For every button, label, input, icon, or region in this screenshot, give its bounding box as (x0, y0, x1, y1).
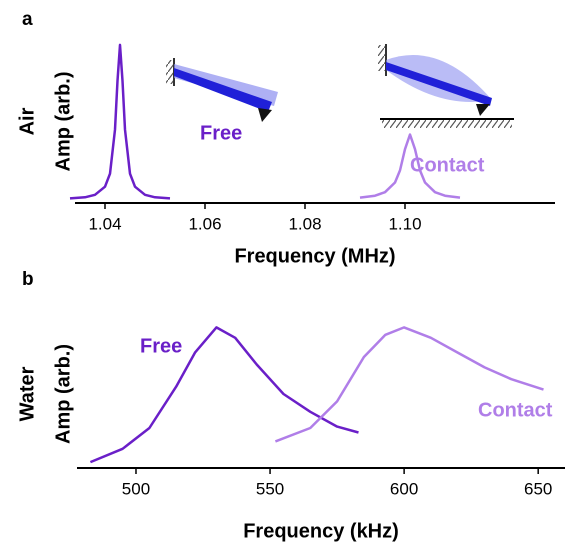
series-label: Free (140, 335, 182, 357)
series-line (359, 133, 461, 199)
series-line (69, 43, 171, 200)
y-axis-label: Air (16, 107, 38, 135)
x-tick-label: 500 (122, 479, 150, 498)
y-axis-label: Water (16, 366, 38, 421)
x-tick-label: 600 (390, 479, 418, 498)
x-axis-label: Frequency (MHz) (234, 245, 395, 267)
series-line (274, 326, 544, 443)
x-axis-label: Frequency (kHz) (243, 520, 399, 542)
x-tick-label: 1.04 (88, 214, 121, 233)
series-line (89, 326, 359, 464)
x-tick-label: 550 (256, 479, 284, 498)
contact-cantilever-diagram (378, 44, 514, 128)
x-tick-label: 1.08 (288, 214, 321, 233)
y-axis-label: Amp (arb.) (52, 344, 74, 444)
x-tick-label: 1.06 (188, 214, 221, 233)
series-label: Contact (410, 154, 485, 176)
y-axis-label: Amp (arb.) (52, 72, 74, 172)
panel-label: a (22, 9, 33, 30)
free-cantilever-diagram (166, 58, 278, 122)
x-tick-label: 1.10 (388, 214, 421, 233)
series-label: Free (200, 122, 242, 144)
x-tick-label: 650 (524, 479, 552, 498)
series-label: Contact (478, 399, 553, 421)
panel-label: b (22, 269, 34, 290)
